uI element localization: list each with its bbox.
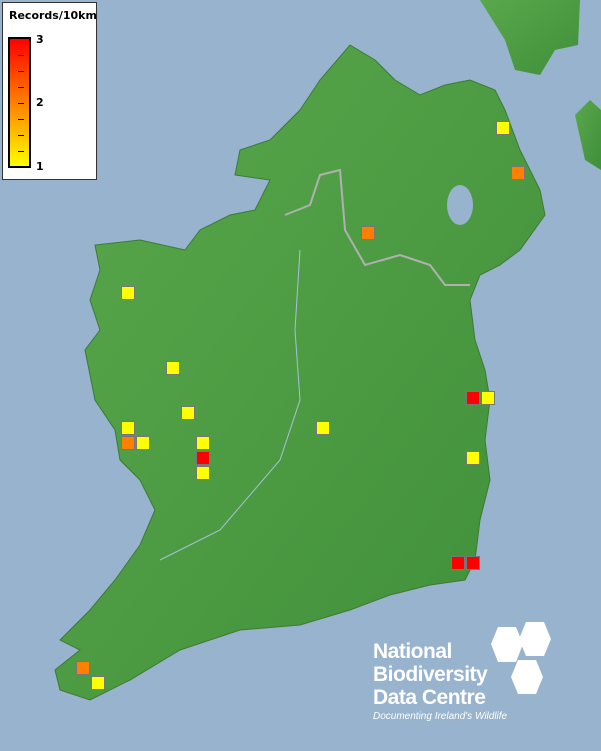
record-cell[interactable] — [316, 421, 330, 435]
logo-line-3: Data Centre — [373, 686, 486, 709]
record-cell[interactable] — [76, 661, 90, 675]
legend-max-label: 3 — [36, 33, 44, 46]
record-cell[interactable] — [121, 436, 135, 450]
record-cell[interactable] — [166, 361, 180, 375]
legend-title: Records/10km — [9, 9, 97, 22]
scotland-islands — [575, 100, 601, 170]
logo-hexagons-icon — [491, 622, 551, 694]
ireland-land — [54, 44, 546, 701]
legend-tick — [18, 55, 24, 56]
border-line — [284, 168, 470, 286]
record-cell[interactable] — [481, 391, 495, 405]
scotland-land — [480, 0, 580, 75]
record-cell[interactable] — [466, 556, 480, 570]
record-cell[interactable] — [361, 226, 375, 240]
record-cell[interactable] — [196, 466, 210, 480]
legend-tick — [18, 87, 24, 88]
record-cell[interactable] — [136, 436, 150, 450]
record-cell[interactable] — [496, 121, 510, 135]
nbdc-logo: National Biodiversity Data Centre Docume… — [373, 622, 551, 722]
logo-tagline: Documenting Ireland's Wildlife — [373, 711, 508, 722]
lough-neagh — [447, 185, 473, 225]
logo-line-1: National — [373, 640, 452, 663]
legend-tick — [18, 119, 24, 120]
record-cell[interactable] — [451, 556, 465, 570]
legend: Records/10km 3 2 1 — [2, 2, 97, 180]
record-cell[interactable] — [121, 421, 135, 435]
record-cell[interactable] — [196, 451, 210, 465]
record-cell[interactable] — [91, 676, 105, 690]
legend-tick — [18, 135, 24, 136]
legend-mid-label: 2 — [36, 96, 44, 109]
record-cell[interactable] — [511, 166, 525, 180]
record-cell[interactable] — [196, 436, 210, 450]
legend-tick — [18, 103, 24, 104]
logo-line-2: Biodiversity — [373, 663, 488, 686]
record-cell[interactable] — [466, 391, 480, 405]
legend-min-label: 1 — [36, 160, 44, 173]
record-cell[interactable] — [121, 286, 135, 300]
legend-gradient-bar — [8, 37, 31, 168]
legend-tick — [18, 71, 24, 72]
record-cell[interactable] — [181, 406, 195, 420]
rivers — [159, 249, 301, 561]
legend-tick — [18, 151, 24, 152]
record-cell[interactable] — [466, 451, 480, 465]
